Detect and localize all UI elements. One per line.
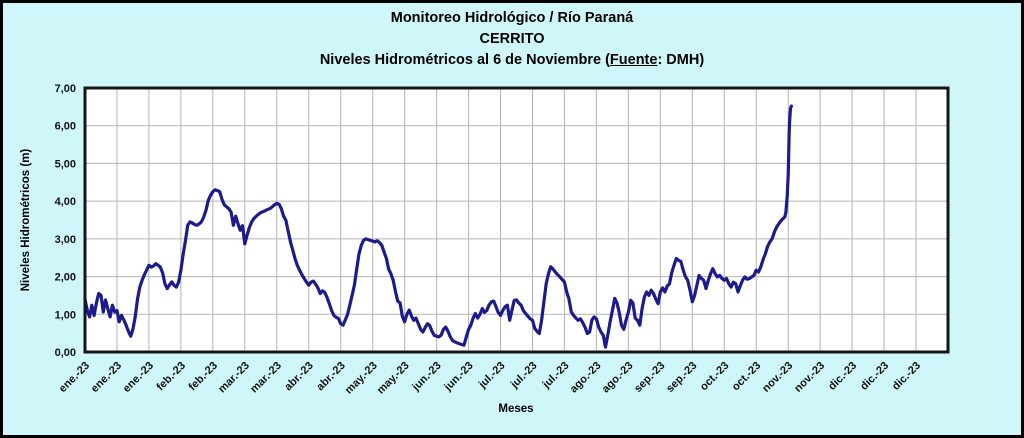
x-tick-label: jul.-23 (476, 360, 508, 392)
x-tick-label: feb.-23 (186, 360, 220, 394)
x-tick-label: dic.-23 (826, 360, 859, 393)
x-tick-label: ago.-23 (600, 360, 636, 396)
water-level-line (83, 104, 794, 349)
plot-area: 0,001,002,003,004,005,006,007,00ene.-23e… (55, 83, 950, 397)
plot-background (85, 88, 948, 352)
x-tick-label: sep.-23 (664, 360, 699, 395)
hydro-level-chart: 0,001,002,003,004,005,006,007,00ene.-23e… (20, 83, 950, 415)
x-tick-label: oct.-23 (698, 360, 732, 394)
x-tick-label: jun.-23 (441, 360, 475, 394)
x-tick-label: sep.-23 (632, 360, 667, 395)
x-tick-label: nov.-23 (760, 360, 795, 395)
y-tick-label: 1,00 (55, 309, 76, 321)
x-tick-label: feb.-23 (154, 360, 188, 394)
y-tick-label: 2,00 (55, 272, 76, 284)
title-line-3-fuente: Fuente (609, 52, 658, 68)
x-tick-label: dic.-23 (890, 360, 923, 393)
y-tick-label: 7,00 (55, 83, 76, 95)
x-tick-label: oct.-23 (730, 360, 764, 394)
chart-title-block: Monitoreo Hidrológico / Río Paraná CERRI… (3, 8, 1021, 71)
x-tick-label: may.-23 (375, 360, 412, 397)
x-tick-label: ene.-23 (121, 360, 156, 395)
y-tick-label: 0,00 (55, 347, 76, 359)
x-tick-label: ene.-23 (57, 360, 92, 395)
x-tick-label: ago.-23 (568, 360, 604, 396)
plot-border (83, 86, 950, 354)
title-line-3-prefix: Niveles Hidrométricos al 6 de Noviembre … (319, 52, 610, 68)
x-tick-label: mar.-23 (248, 360, 284, 396)
x-tick-label: jul.-23 (508, 360, 540, 392)
y-tick-label: 4,00 (55, 196, 76, 208)
x-tick-label: abr.-23 (282, 360, 316, 394)
x-tick-label: mar.-23 (216, 360, 252, 396)
x-tick-label: may.-23 (343, 360, 380, 397)
y-axis-title: Niveles Hidrométricos (m) (20, 149, 32, 292)
title-line-1: Monitoreo Hidrológico / Río Paraná (390, 10, 634, 26)
title-line-3: Niveles Hidrométricos al 6 de Noviembre … (3, 50, 1021, 71)
x-tick-label: dic.-23 (858, 360, 891, 393)
y-tick-label: 3,00 (55, 234, 76, 246)
x-tick-label: ene.-23 (89, 360, 124, 395)
title-line-2: CERRITO (479, 31, 545, 47)
y-tick-label: 5,00 (55, 158, 76, 170)
x-tick-label: jun.-23 (409, 360, 443, 394)
y-tick-label: 6,00 (55, 121, 76, 133)
x-axis-title: Meses (498, 403, 533, 415)
title-line-3-suffix: : DMH) (657, 52, 705, 68)
x-tick-label: nov.-23 (792, 360, 827, 395)
